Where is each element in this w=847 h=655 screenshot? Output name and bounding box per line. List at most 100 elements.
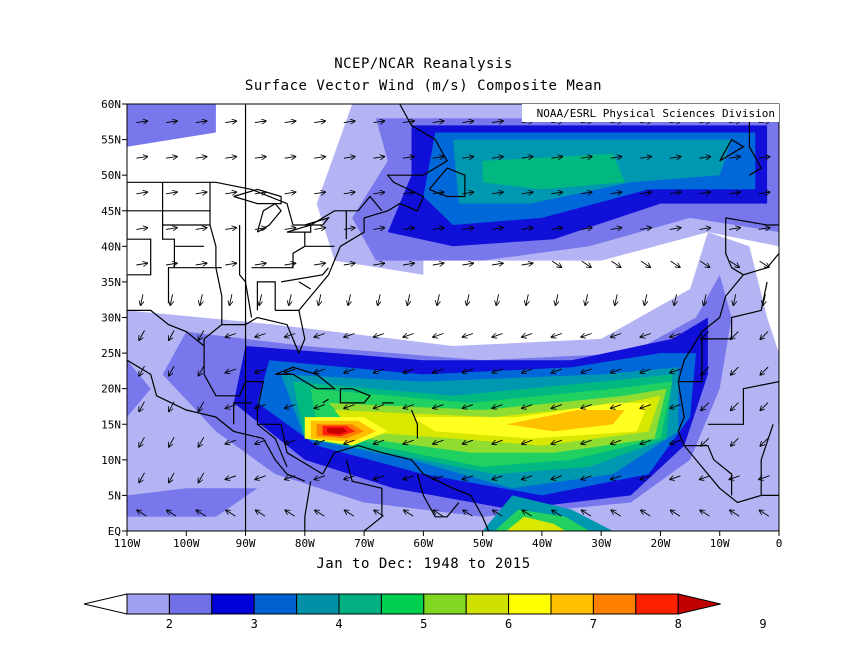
wind-arrow <box>433 475 444 480</box>
wind-arrow <box>581 439 592 444</box>
wind-arrow <box>169 401 175 412</box>
wind-arrow <box>169 436 175 447</box>
wind-arrow <box>611 404 622 409</box>
wind-arrow <box>731 437 739 446</box>
lat-tick-label: 35N <box>101 276 121 289</box>
wind-arrow <box>491 121 503 123</box>
wind-arrow <box>314 228 325 230</box>
lon-tick-label: 10W <box>710 537 730 550</box>
wind-arrow <box>136 263 147 265</box>
wind-arrow <box>403 439 414 444</box>
wind-arrow <box>314 368 325 373</box>
wind-arrow <box>670 260 680 267</box>
wind-arrow <box>462 228 473 230</box>
coastlines <box>127 104 779 531</box>
wind-arrow <box>285 510 295 517</box>
colorbar-label: 3 <box>251 617 258 630</box>
colorbar-box <box>211 593 255 615</box>
wind-arrow <box>729 476 740 480</box>
wind-arrow <box>701 366 710 375</box>
wind-arrow <box>615 294 617 305</box>
wind-arrow <box>581 260 591 267</box>
lon-tick-label: 50W <box>473 537 493 550</box>
wind-arrow <box>195 263 207 265</box>
wind-arrow <box>522 404 533 409</box>
wind-arrow <box>491 157 503 159</box>
wind-arrow <box>463 333 474 338</box>
wind-arrow <box>552 475 563 480</box>
wind-arrow <box>344 475 355 480</box>
wind-arrow <box>226 475 237 480</box>
wind-arrow <box>581 475 592 480</box>
wind-arrow <box>139 472 145 483</box>
lat-tick-label: 10N <box>101 454 121 467</box>
wind-arrow <box>611 333 622 338</box>
wind-arrow <box>758 157 770 159</box>
wind-arrow <box>432 157 444 159</box>
wind-arrow <box>314 404 325 409</box>
wind-arrow <box>195 192 207 194</box>
lake-erie <box>286 224 312 233</box>
wind-arrow <box>759 475 770 480</box>
title-line-2: Surface Vector Wind (m/s) Composite Mean <box>244 78 603 94</box>
wind-map: NOAA/ESRL Physical Sciences Division 60N… <box>101 98 782 550</box>
wind-arrow <box>225 121 236 123</box>
wind-arrow <box>432 263 444 265</box>
country-border <box>416 473 460 518</box>
colorbar-box <box>296 593 340 615</box>
wind-arrow <box>314 263 325 265</box>
wind-arrow <box>580 192 592 194</box>
wind-arrow <box>373 263 385 265</box>
wind-arrow <box>759 260 769 267</box>
wind-arrow <box>343 192 355 194</box>
wind-arrow <box>699 192 711 194</box>
wind-arrow <box>374 368 385 373</box>
wind-arrow <box>198 436 205 447</box>
wind-arrow <box>492 439 503 444</box>
wind-arrow <box>196 510 207 517</box>
wind-arrow <box>433 439 444 444</box>
wind-arrow <box>169 330 175 341</box>
colorbar-box <box>168 593 213 615</box>
wind-arrow <box>670 404 681 409</box>
wind-arrow <box>522 439 533 444</box>
wind-arrow <box>432 192 444 194</box>
wind-arrow <box>611 510 621 517</box>
wind-arrow <box>462 121 473 123</box>
wind-arrow <box>700 510 710 517</box>
wind-arrow <box>285 368 296 373</box>
state-border <box>304 232 335 247</box>
wind-arrow <box>285 404 296 409</box>
wind-arrow <box>284 192 296 194</box>
lesser-antilles <box>410 409 418 439</box>
colorbar-label: 6 <box>505 617 512 630</box>
wind-arrow <box>225 192 236 194</box>
wind-arrow <box>403 192 414 194</box>
wind-arrow <box>729 157 740 159</box>
lon-tick-label: 60W <box>413 537 433 550</box>
colorbar-box <box>338 593 382 615</box>
wind-arrow <box>403 404 414 409</box>
wind-vectors <box>136 121 770 517</box>
wind-arrow <box>136 192 147 194</box>
lat-tick-label: 40N <box>101 240 121 253</box>
wind-arrow <box>462 263 473 265</box>
wind-arrow <box>704 294 706 305</box>
wind-arrow <box>195 121 207 123</box>
wind-arrow <box>318 294 320 305</box>
wind-arrow <box>373 192 385 194</box>
wind-arrow <box>226 368 237 373</box>
wind-arrow <box>167 510 177 517</box>
colorbar-box <box>550 593 594 615</box>
state-border <box>127 182 152 311</box>
speed-region <box>506 410 625 432</box>
wind-arrow <box>314 157 325 159</box>
wind-arrow <box>314 439 325 444</box>
bay-of-biscay <box>725 217 779 226</box>
country-border <box>760 424 774 496</box>
wind-arrow <box>640 192 651 194</box>
wind-arrow <box>640 157 651 159</box>
wind-arrow <box>226 404 237 409</box>
wind-arrow <box>463 475 474 480</box>
lat-tick-label: 5N <box>108 489 121 502</box>
